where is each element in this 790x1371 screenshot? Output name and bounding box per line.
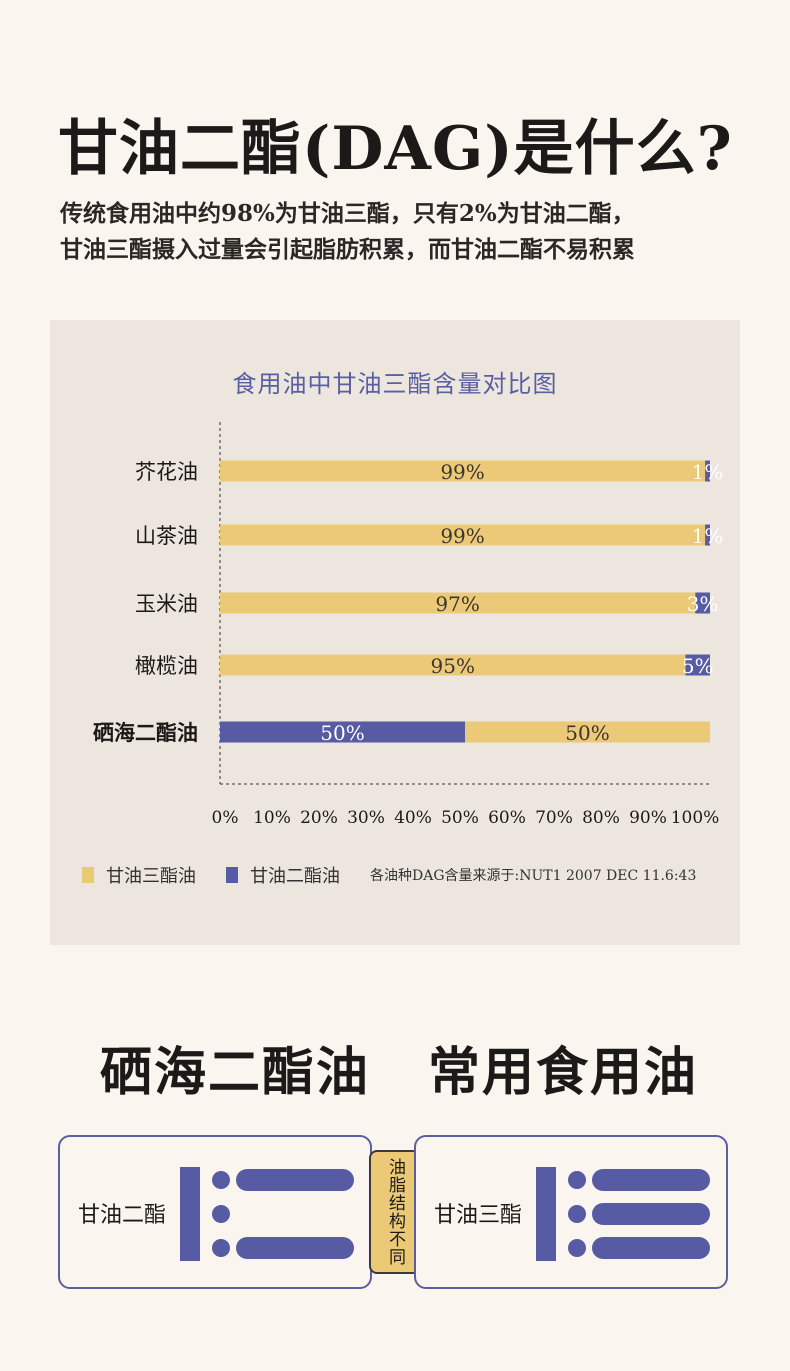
bar-segment [705, 460, 710, 482]
legend-label-tag: 甘油三酯油 [106, 866, 196, 887]
bar-segment [220, 592, 696, 614]
fatty-acid-chain-icon [592, 1237, 710, 1259]
bar-segment [220, 524, 706, 546]
fatty-acid-chain-icon [236, 1237, 354, 1259]
glycerol-backbone-icon [536, 1167, 556, 1261]
chart-title: 食用油中甘油三酯含量对比图 [232, 370, 558, 398]
source-note: 各油种DAG含量来源于:NUT1 2007 DEC 11.6:43 [370, 868, 697, 884]
intro-line-2: 甘油三酯摄入过量会引起脂肪积累，而甘油二酯不易积累 [60, 236, 635, 263]
x-tick-label: 10% [253, 808, 291, 828]
bar-segment [695, 592, 710, 614]
ester-dot-icon [568, 1171, 586, 1189]
bar-value-label: 50% [320, 721, 364, 745]
bar-segment [705, 524, 710, 546]
x-tick-label: 30% [347, 808, 385, 828]
bar-segment [220, 721, 465, 743]
legend-item-dag: 甘油二酯油 [226, 862, 340, 888]
x-tick-label: 100% [671, 808, 720, 828]
fatty-acid-chain-icon [236, 1169, 354, 1191]
bar-segment [685, 654, 710, 676]
x-tick-label: 90% [629, 808, 667, 828]
page-title: 甘油二酯(DAG)是什么? [58, 114, 733, 184]
x-tick-label: 40% [394, 808, 432, 828]
x-tick-label: 70% [535, 808, 573, 828]
structure-difference-text: 油脂结构不同 [385, 1158, 405, 1266]
fatty-acid-chain-icon [592, 1203, 710, 1225]
category-label: 橄榄油 [135, 654, 198, 678]
bar-value-label: 1% [692, 460, 724, 484]
bar-value-label: 95% [431, 654, 475, 678]
x-tick-label: 20% [300, 808, 338, 828]
compare-right-title: 常用食用油 [428, 1042, 699, 1103]
bar-value-label: 5% [682, 654, 714, 678]
bar-chart: 芥花油 99% 1% 山茶油 99% 1% 玉米油 97% 3% 橄榄油 95% 5% 硒海二酯油 50%… [93, 422, 724, 828]
bar-value-label: 50% [565, 721, 609, 745]
legend-swatch-dag [226, 867, 238, 883]
category-label: 山茶油 [135, 524, 198, 548]
category-label: 玉米油 [135, 592, 198, 616]
bar-segment [220, 654, 686, 676]
bar-value-label: 1% [692, 524, 724, 548]
fatty-acid-chain-icon [592, 1169, 710, 1191]
intro-text: 传统食用油中约98%为甘油三酯，只有2%为甘油二酯， 甘油三酯摄入过量会引起脂肪… [60, 196, 635, 268]
x-tick-label: 60% [488, 808, 526, 828]
bar-segment [465, 721, 710, 743]
category-label: 芥花油 [135, 460, 198, 484]
legend-label-dag: 甘油二酯油 [250, 866, 340, 887]
x-tick-label: 50% [441, 808, 479, 828]
ester-dot-icon [212, 1239, 230, 1257]
ester-dot-icon [212, 1171, 230, 1189]
compare-left-title: 硒海二酯油 [100, 1042, 371, 1103]
chart-panel: 食用油中甘油三酯含量对比图 芥花油 99% 1% 山茶油 99% 1% 玉米油 97% 3% 橄榄… [50, 320, 740, 945]
ester-dot-icon [212, 1205, 230, 1223]
category-label: 硒海二酯油 [93, 720, 198, 745]
bar-value-label: 3% [687, 592, 719, 616]
x-tick-label: 80% [582, 808, 620, 828]
intro-line-1: 传统食用油中约98%为甘油三酯，只有2%为甘油二酯， [60, 200, 635, 227]
bar-value-label: 97% [435, 592, 479, 616]
legend-swatch-tag [82, 867, 94, 883]
ester-dot-icon [568, 1205, 586, 1223]
dag-structure-label: 甘油二酯 [78, 1203, 167, 1228]
glycerol-backbone-icon [180, 1167, 200, 1261]
tag-structure-card: 甘油三酯 [414, 1135, 728, 1289]
tag-structure-label: 甘油三酯 [434, 1203, 523, 1228]
bar-segment [220, 460, 706, 482]
bar-value-label: 99% [440, 460, 484, 484]
ester-dot-icon [568, 1239, 586, 1257]
dag-structure-card: 甘油二酯 [58, 1135, 372, 1289]
x-tick-label: 0% [212, 808, 239, 828]
chart-legend: 甘油三酯油 甘油二酯油 各油种DAG含量来源于:NUT1 2007 DEC 11… [82, 862, 696, 888]
legend-item-tag: 甘油三酯油 [82, 862, 196, 888]
bar-value-label: 99% [440, 524, 484, 548]
